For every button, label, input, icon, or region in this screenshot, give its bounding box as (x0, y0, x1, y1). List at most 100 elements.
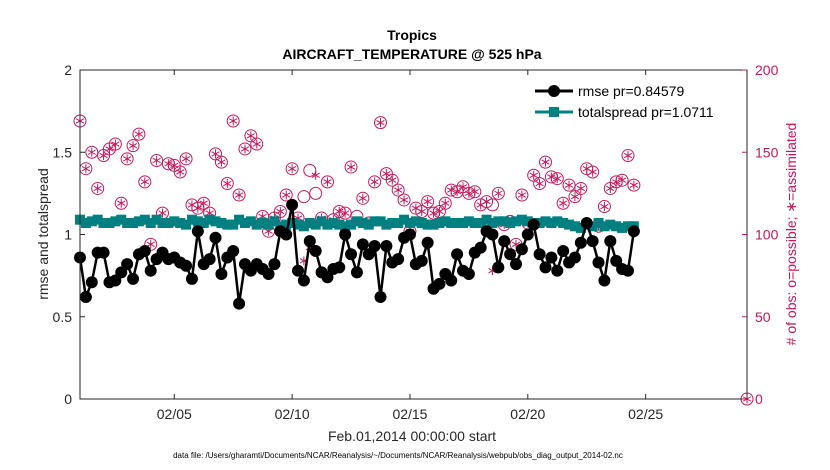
spread-point (575, 222, 586, 233)
asterisk-stroke (588, 169, 597, 175)
asterisk-stroke (81, 166, 91, 172)
asterisk-stroke (258, 213, 267, 220)
obs-assimilated-point (117, 198, 126, 208)
obs-possible-point (114, 196, 128, 210)
asterisk-stroke (240, 146, 250, 152)
obs-possible-point (150, 153, 164, 167)
asterisk-stroke (223, 180, 232, 187)
obs-assimilated-point (234, 190, 244, 200)
obs-possible-point (173, 165, 187, 179)
series-layer (73, 114, 754, 406)
rmse-point (515, 243, 528, 256)
obs-possible-point (344, 160, 358, 174)
asterisk-stroke (570, 193, 580, 200)
obs-assimilated-point (311, 170, 320, 180)
obs-assimilated-point (140, 177, 149, 187)
y-tick-label: 0.5 (53, 309, 73, 325)
x-tick-label: 02/20 (510, 406, 545, 422)
obs-assimilated-point (588, 167, 597, 177)
asterisk-stroke (564, 182, 574, 188)
obs-assimilated-point (122, 154, 132, 164)
obs-possible-point (597, 200, 611, 214)
rmse-point (191, 225, 204, 238)
rmse-point (533, 248, 546, 261)
asterisk-stroke (429, 210, 438, 216)
obs-assimilated-point (382, 169, 391, 179)
spread-point (564, 219, 575, 230)
obs-possible-point (538, 155, 552, 169)
obs-possible-point (391, 183, 405, 197)
rmse-point (144, 264, 157, 277)
obs-assimilated-point (376, 118, 385, 128)
asterisk-stroke (535, 180, 544, 187)
obs-assimilated-point (370, 177, 379, 187)
spread-point (198, 217, 209, 228)
spread-point (493, 216, 504, 227)
spread-point (475, 217, 486, 228)
x-tick-label: 02/05 (157, 406, 192, 422)
asterisk-stroke (323, 179, 332, 185)
obs-assimilated-point (529, 170, 538, 180)
asterisk-stroke (547, 174, 556, 180)
rmse-point (627, 225, 640, 238)
obs-assimilated-point (164, 159, 173, 169)
asterisk-stroke (382, 170, 391, 177)
spread-point (316, 216, 327, 227)
spread-point (505, 217, 516, 228)
spread-point (151, 214, 162, 225)
spread-point (522, 216, 533, 227)
asterisk-stroke (576, 185, 586, 192)
obs-possible-point (574, 181, 588, 195)
rmse-point (233, 297, 246, 310)
asterisk-stroke (340, 210, 350, 216)
spread-point (304, 217, 315, 228)
obs-assimilated-point (340, 208, 350, 218)
spread-point (534, 217, 545, 228)
asterisk-stroke (276, 208, 285, 215)
spread-point (86, 216, 97, 227)
spread-point (334, 219, 345, 230)
spread-point (110, 216, 121, 227)
rmse-point (604, 235, 617, 248)
obs-assimilated-point (447, 185, 456, 195)
obs-assimilated-point (93, 183, 102, 193)
asterisk-stroke (511, 241, 521, 248)
spread-point (387, 217, 398, 228)
obs-assimilated-point (240, 144, 250, 154)
asterisk-stroke (264, 228, 273, 234)
obs-assimilated-point (99, 151, 108, 161)
rmse-point (545, 251, 558, 264)
spread-point (569, 221, 580, 232)
spread-point (428, 219, 439, 230)
rmse-point (356, 238, 369, 251)
obs-assimilated-point (629, 180, 639, 190)
rmse-point (621, 264, 634, 277)
chart-subtitle: AIRCRAFT_TEMPERATURE @ 525 hPa (282, 46, 541, 62)
y-right-tick-label: 0 (755, 391, 763, 407)
asterisk-stroke (140, 179, 149, 185)
asterisk-stroke (134, 131, 144, 137)
obs-assimilated-point (600, 202, 609, 212)
spread-point (346, 219, 357, 230)
spread-point (404, 217, 415, 228)
obs-assimilated-point (570, 192, 580, 202)
asterisk-stroke (470, 189, 479, 195)
obs-assimilated-point (553, 174, 562, 184)
obs-assimilated-point (612, 177, 621, 187)
rmse-point (185, 272, 198, 285)
spread-point (516, 214, 527, 225)
obs-possible-point (232, 188, 246, 202)
obs-assimilated-point (399, 195, 409, 205)
spread-point (322, 219, 333, 230)
x-tick-label: 02/25 (628, 406, 663, 422)
obs-assimilated-point (158, 208, 167, 218)
obs-assimilated-point (229, 116, 238, 126)
legend: rmse pr=0.84579 totalspread pr=1.0711 (529, 77, 743, 125)
obs-possible-point (250, 137, 264, 151)
y-axis-label: rmse and totalspread (35, 168, 51, 300)
asterisk-stroke (629, 182, 639, 188)
obs-assimilated-point (146, 239, 155, 249)
spread-point (599, 221, 610, 232)
asterisk-stroke (447, 187, 456, 193)
obs-assimilated-point (617, 175, 627, 185)
